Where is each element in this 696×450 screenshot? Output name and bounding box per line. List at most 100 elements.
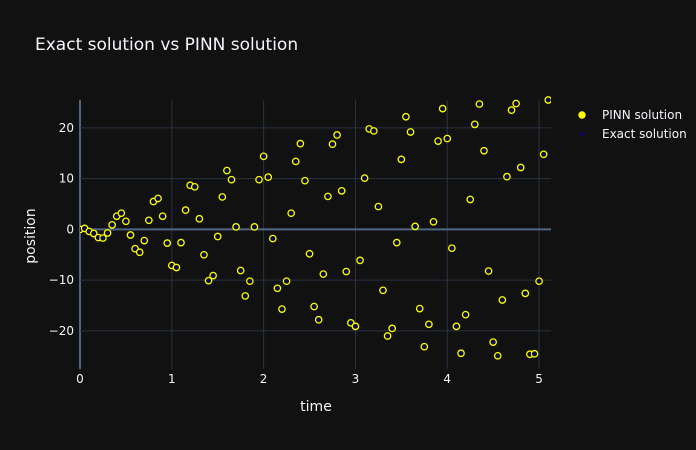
exact-point	[390, 327, 394, 330]
exact-point	[92, 232, 95, 235]
y-tick-label: 10	[59, 172, 74, 186]
exact-point	[147, 219, 151, 222]
exact-point	[152, 200, 155, 203]
exact-point	[404, 115, 408, 118]
legend-pinn-label[interactable]: PINN solution	[602, 108, 682, 122]
exact-point	[225, 169, 229, 172]
exact-point	[202, 253, 206, 257]
exact-point	[469, 198, 472, 201]
exact-point	[537, 279, 541, 283]
exact-point	[188, 184, 192, 187]
exact-point	[455, 325, 458, 328]
exact-point	[377, 205, 380, 208]
exact-point	[312, 305, 316, 308]
exact-point	[491, 340, 495, 344]
exact-point	[436, 139, 440, 143]
x-tick-label: 4	[443, 372, 451, 386]
exact-point	[143, 239, 146, 242]
exact-point	[267, 175, 270, 179]
exact-point	[280, 307, 284, 311]
exact-point	[271, 237, 275, 240]
exact-point	[179, 241, 183, 244]
legend-exact-label[interactable]: Exact solution	[602, 127, 687, 141]
chart-title: Exact solution vs PINN solution	[35, 35, 298, 55]
exact-point	[432, 220, 435, 224]
x-tick-label: 3	[352, 372, 360, 386]
y-tick-label: 20	[59, 121, 74, 135]
exact-point	[138, 251, 141, 254]
exact-point	[478, 102, 481, 106]
x-axis-title: time	[300, 399, 332, 415]
exact-point	[372, 129, 376, 133]
exact-point	[308, 252, 311, 255]
exact-point	[441, 107, 444, 110]
exact-point	[427, 323, 431, 326]
exact-point	[166, 241, 169, 245]
exact-point	[161, 215, 164, 218]
exact-point	[253, 225, 256, 229]
exact-point	[363, 176, 366, 180]
exact-point	[446, 137, 449, 140]
legend-exact-marker	[580, 132, 584, 136]
exact-point	[198, 217, 201, 220]
exact-point	[239, 269, 242, 272]
x-tick-label: 0	[76, 372, 84, 386]
exact-point	[129, 233, 132, 237]
exact-point	[368, 127, 371, 131]
exact-point	[423, 345, 426, 348]
exact-point	[450, 247, 454, 250]
exact-point	[120, 211, 123, 215]
exact-point	[335, 133, 339, 137]
exact-point	[234, 225, 238, 229]
exact-point	[514, 102, 518, 105]
exact-point	[482, 149, 486, 152]
exact-point	[248, 279, 252, 283]
exact-point	[133, 247, 137, 250]
exact-point	[216, 235, 219, 238]
exact-point	[110, 223, 114, 227]
x-tick-label: 5	[535, 372, 543, 386]
exact-point	[381, 289, 385, 292]
exact-point	[487, 269, 490, 273]
exact-point	[358, 259, 362, 262]
exact-point	[505, 175, 509, 178]
exact-point	[303, 179, 307, 182]
exact-point	[528, 353, 532, 356]
exact-point	[400, 158, 403, 161]
tick-labels: 0 1 2 3 4 5 −20 −10 0 10 20	[49, 121, 543, 386]
exact-point	[345, 270, 348, 273]
exact-point	[211, 274, 215, 277]
exact-point	[285, 279, 288, 283]
exact-point	[257, 178, 261, 181]
exact-point	[83, 227, 86, 230]
exact-point	[547, 98, 550, 102]
exact-point	[542, 153, 545, 156]
exact-point	[349, 321, 353, 325]
exact-point	[276, 287, 279, 290]
exact-point	[101, 236, 105, 240]
exact-point	[87, 230, 91, 233]
exact-point	[299, 142, 302, 145]
exact-point	[418, 307, 421, 310]
exact-point	[459, 352, 463, 355]
y-tick-label: −20	[49, 324, 74, 338]
exact-point	[510, 108, 513, 112]
exact-point	[409, 130, 412, 134]
grid-lines	[79, 100, 551, 369]
exact-point	[354, 325, 357, 328]
exact-point	[413, 225, 417, 228]
exact-point	[395, 241, 398, 244]
exact-point	[106, 231, 109, 235]
exact-point	[473, 123, 476, 126]
plot-area	[80, 96, 551, 360]
exact-point	[230, 178, 233, 181]
legend[interactable]: PINN solution Exact solution	[578, 108, 687, 141]
exact-point	[80, 228, 82, 231]
exact-point	[464, 313, 467, 316]
x-tick-label: 1	[168, 372, 176, 386]
exact-point	[156, 197, 160, 200]
legend-pinn-marker	[578, 111, 586, 119]
exact-point	[294, 160, 297, 163]
exact-point	[289, 211, 293, 215]
